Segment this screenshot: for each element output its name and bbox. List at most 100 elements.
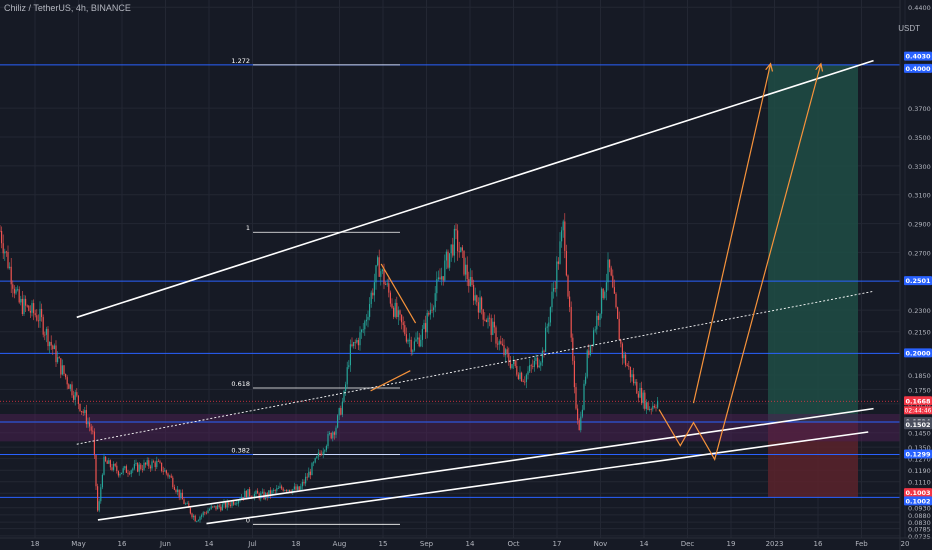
y-tick-label: 0.0880 <box>908 512 931 520</box>
candle-body <box>269 490 271 496</box>
candle-body <box>169 475 171 477</box>
candle-body <box>340 408 342 415</box>
candle-body <box>93 431 95 456</box>
countdown-label: 02:44:46 <box>905 407 932 414</box>
candle-body <box>585 376 587 384</box>
candle-body <box>277 488 279 489</box>
candle-body <box>12 284 14 289</box>
candle-body <box>484 319 486 321</box>
candle-body <box>516 366 518 375</box>
candle-body <box>564 221 566 251</box>
candle-body <box>237 500 239 504</box>
x-tick-label: 19 <box>727 540 736 548</box>
candle-body <box>305 476 307 484</box>
candle-body <box>385 284 387 286</box>
y-tick-label: 0.3700 <box>908 105 931 113</box>
candle-body <box>506 349 508 354</box>
candle-body <box>242 497 244 499</box>
candle-body <box>341 401 343 415</box>
candle-body <box>357 340 359 346</box>
candle-body <box>130 470 132 475</box>
candle-body <box>52 345 54 350</box>
candle-body <box>442 276 444 281</box>
candle-body <box>41 308 43 318</box>
candle-body <box>100 487 102 502</box>
candle-body <box>231 501 233 506</box>
candle-body <box>377 257 379 266</box>
candle-body <box>271 490 273 496</box>
fib-level-label: 0 <box>246 516 250 524</box>
candle-body <box>138 464 140 472</box>
candle-body <box>173 487 175 490</box>
candle-body <box>465 264 467 275</box>
x-tick-label: 16 <box>814 540 823 548</box>
candle-body <box>333 432 335 435</box>
candle-body <box>431 309 433 311</box>
candle-body <box>396 302 398 318</box>
candle-body <box>212 506 214 508</box>
candle-body <box>205 512 207 514</box>
candle-body <box>477 302 479 313</box>
candle-body <box>321 453 323 456</box>
candle-body <box>33 303 35 314</box>
candle-body <box>367 316 369 320</box>
candle-body <box>389 292 391 304</box>
candle-body <box>482 309 484 320</box>
candle-body <box>529 365 531 372</box>
candle-body <box>15 289 17 294</box>
candle-body <box>117 471 119 476</box>
price-tag-label: 0.1668 <box>905 397 931 405</box>
candle-body <box>21 298 23 315</box>
candle-body <box>348 365 350 368</box>
trade-zones <box>0 64 900 498</box>
candle-body <box>517 374 519 380</box>
candle-body <box>393 307 395 317</box>
candle-body <box>308 471 310 478</box>
candle-body <box>378 257 380 277</box>
candle-body <box>87 422 89 425</box>
candle-body <box>76 392 78 396</box>
candle-body <box>28 305 30 311</box>
candle-body <box>417 337 419 340</box>
candle-body <box>538 365 540 368</box>
x-tick-label: 14 <box>205 540 214 548</box>
candle-body <box>178 489 180 498</box>
candle-body <box>583 383 585 410</box>
candle-body <box>209 509 211 511</box>
candle-body <box>113 463 115 470</box>
candle-body <box>589 344 591 356</box>
candle-body <box>580 416 582 431</box>
candle-body <box>20 298 22 303</box>
candle-body <box>181 492 183 500</box>
candle-body <box>402 322 404 326</box>
fibonacci-levels: 1.272 1 0.618 0.382 0 <box>231 57 400 525</box>
candle-body <box>109 460 111 468</box>
candle-body <box>301 482 303 487</box>
candle-body <box>581 409 583 417</box>
candle-body <box>228 501 230 505</box>
candle-body <box>634 381 636 384</box>
candle-body <box>68 384 70 389</box>
candle-body <box>191 513 193 518</box>
candle-body <box>401 314 403 323</box>
candle-body <box>458 251 460 253</box>
x-tick-label: Sep <box>420 540 434 548</box>
candle-body <box>108 460 110 464</box>
candle-body <box>245 490 247 498</box>
candle-body <box>273 490 275 491</box>
price-tag <box>904 449 932 459</box>
candle-body <box>505 349 507 356</box>
x-tick-label: Aug <box>333 540 347 548</box>
candle-body <box>140 464 142 469</box>
candle-body <box>106 461 108 464</box>
x-tick-label: Dec <box>681 540 695 548</box>
candle-body <box>420 339 422 347</box>
candle-body <box>225 501 227 508</box>
candle-body <box>247 489 249 498</box>
candle-body <box>297 486 299 490</box>
price-tag-label: 0.2501 <box>905 277 931 285</box>
fib-level-label: 1.272 <box>231 57 250 65</box>
candle-body <box>316 456 318 459</box>
candle-body <box>607 259 609 283</box>
